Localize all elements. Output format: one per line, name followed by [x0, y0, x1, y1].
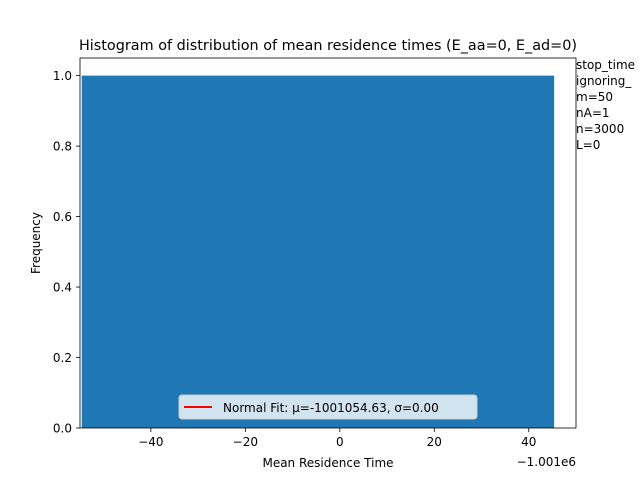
y-tick-label-5: 1.0	[53, 69, 72, 83]
y-axis-ticks: 0.0 0.2 0.4 0.6 0.8 1.0	[53, 69, 80, 436]
x-tick-label-2: 0	[336, 435, 344, 449]
x-tick-label-0: −40	[138, 435, 163, 449]
x-axis-offset-label: −1.001e6	[517, 455, 576, 469]
plot-frame	[79, 57, 577, 429]
y-axis-label: Frequency	[29, 212, 43, 274]
histogram-bar-0	[81, 75, 555, 428]
x-tick-label-4: 40	[521, 435, 536, 449]
x-tick-label-3: 20	[427, 435, 442, 449]
y-tick-label-4: 0.8	[53, 140, 72, 154]
annotation-line-4: n=3000	[576, 122, 624, 136]
x-axis-ticks: −40 −20 0 20 40	[138, 428, 536, 449]
y-tick-label-1: 0.2	[53, 351, 72, 365]
bars-layer	[81, 75, 555, 428]
chart-title: Histogram of distribution of mean reside…	[79, 38, 577, 54]
legend: Normal Fit: μ=-1001054.63, σ=0.00	[178, 394, 478, 420]
y-tick-label-0: 0.0	[53, 422, 72, 436]
annotation-line-2: m=50	[576, 90, 613, 104]
annotation-line-3: nA=1	[576, 106, 610, 120]
annotation-line-0: stop_time	[576, 58, 635, 72]
annotation-line-5: L=0	[576, 138, 600, 152]
legend-box	[178, 394, 478, 420]
x-axis-label: Mean Residence Time	[262, 456, 393, 470]
annotation-line-1: ignoring_	[576, 74, 632, 88]
side-annotations: stop_time ignoring_ m=50 nA=1 n=3000 L=0	[576, 58, 635, 152]
y-tick-label-3: 0.6	[53, 210, 72, 224]
x-tick-label-1: −20	[233, 435, 258, 449]
y-tick-label-2: 0.4	[53, 281, 72, 295]
legend-entry-label: Normal Fit: μ=-1001054.63, σ=0.00	[223, 401, 439, 415]
